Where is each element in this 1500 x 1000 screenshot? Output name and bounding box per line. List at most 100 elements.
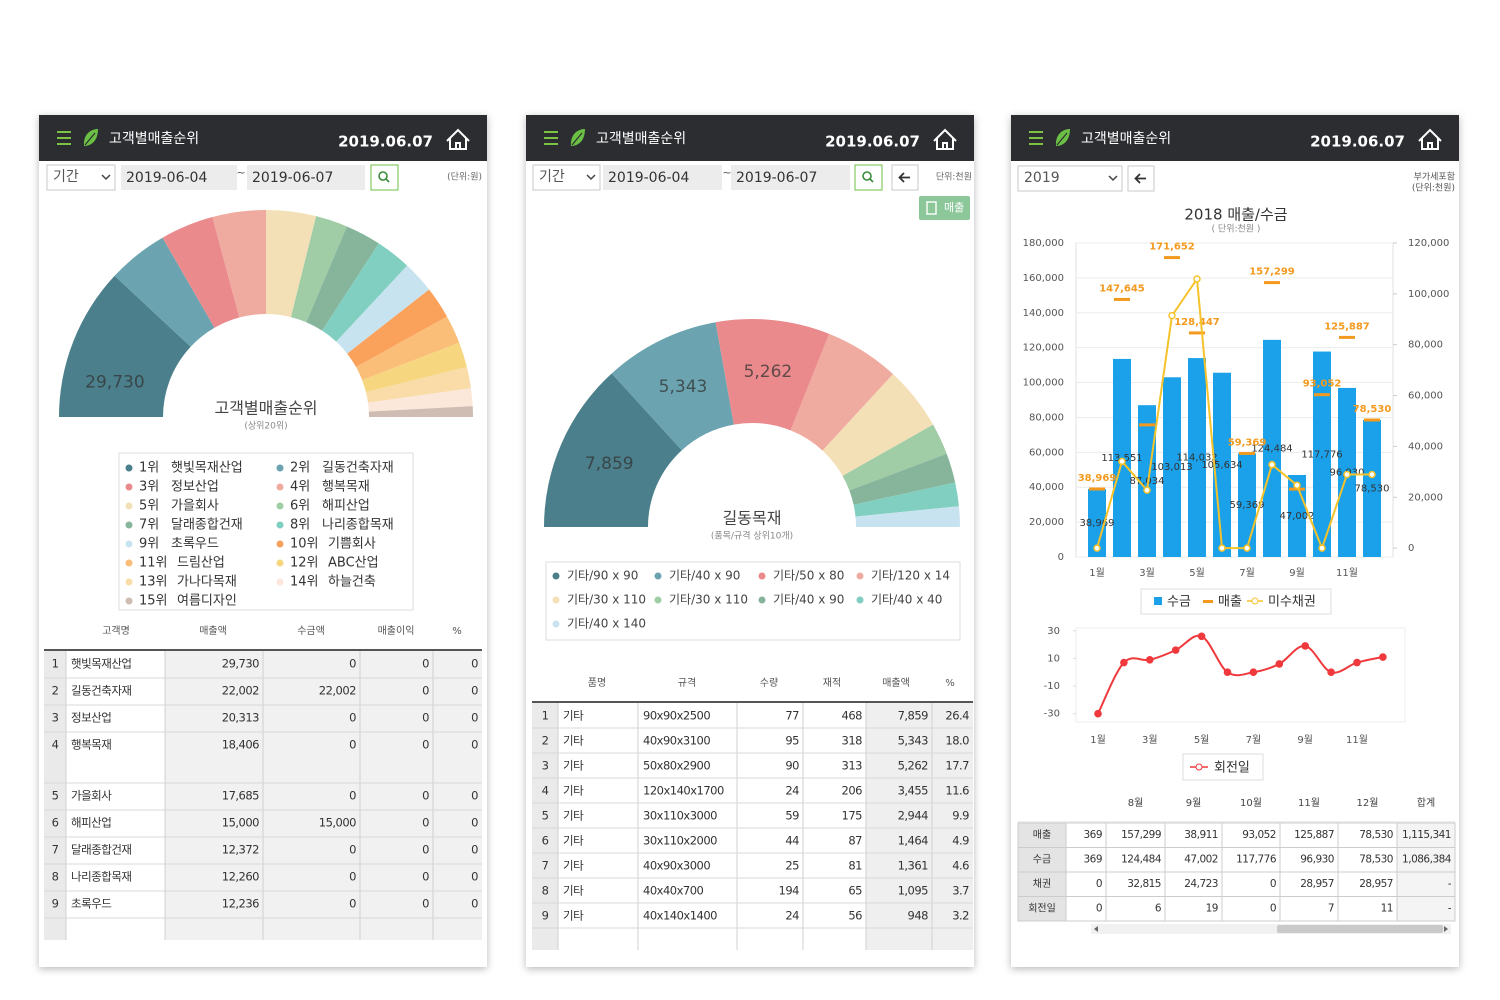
table-cell-frame bbox=[1221, 896, 1281, 922]
column-header: % bbox=[452, 626, 462, 637]
sales-button[interactable]: 매출 bbox=[919, 196, 970, 220]
home-button[interactable] bbox=[933, 128, 957, 150]
receivable-marker bbox=[1243, 544, 1251, 552]
input-value: 2019-06-04 bbox=[126, 170, 207, 186]
menu-button[interactable] bbox=[544, 131, 558, 145]
column-header: 규격 bbox=[678, 676, 696, 689]
table-cell: 17.7 bbox=[945, 759, 969, 773]
horizontal-scrollbar[interactable] bbox=[1091, 924, 1451, 934]
input-value: 2019-06-07 bbox=[736, 170, 817, 186]
select-box[interactable]: 기간 bbox=[46, 164, 116, 191]
select-box[interactable]: 2019 bbox=[1017, 165, 1123, 192]
legend-name: 기타/40 x 140 bbox=[567, 617, 646, 631]
home-icon bbox=[933, 128, 957, 150]
table-cell: 기타 bbox=[563, 709, 584, 723]
back-button[interactable] bbox=[891, 164, 919, 191]
table-cell: 0 bbox=[471, 870, 478, 884]
date-input[interactable]: 2019-06-07 bbox=[247, 165, 365, 190]
phone-screen: 고객별매출순위 2019.06.07 2019 부가세포함(단위:천원) 2018 매출… bbox=[1011, 115, 1459, 967]
legend-rank: 13위 bbox=[139, 575, 168, 590]
receivable-marker bbox=[1118, 457, 1126, 466]
table-cell-frame bbox=[1065, 896, 1107, 922]
legend-name: 기타/30 x 110 bbox=[567, 593, 646, 607]
select-caret bbox=[101, 174, 111, 181]
unit-label: 부가세포함 bbox=[1414, 172, 1455, 183]
table-cell: 12,236 bbox=[222, 897, 259, 911]
receivable-marker bbox=[1293, 481, 1301, 489]
bar-label: 38,969 bbox=[1080, 518, 1115, 529]
row-label-cell bbox=[1017, 847, 1067, 873]
plot-frame bbox=[1075, 627, 1406, 723]
sales-marker bbox=[1314, 393, 1330, 397]
table-cell-frame bbox=[1396, 822, 1456, 848]
donut-slice bbox=[59, 275, 191, 417]
slice-label: 29,730 bbox=[85, 372, 144, 392]
y-tick-label: 120,000 bbox=[1023, 343, 1064, 354]
table-cell: 0 bbox=[1096, 903, 1102, 915]
table-cell: 0 bbox=[349, 897, 356, 911]
date-input[interactable]: 2019-06-07 bbox=[731, 165, 850, 190]
table-cell: 길동건축자재 bbox=[71, 684, 131, 698]
slice-label: 5,262 bbox=[744, 362, 793, 382]
legend-rank: 2위 bbox=[290, 461, 310, 476]
legend-rank: 10위 bbox=[290, 537, 319, 552]
table-cell: 25 bbox=[785, 859, 799, 873]
y2-tick-label: 80,000 bbox=[1408, 340, 1443, 351]
date-input[interactable]: 2019-06-04 bbox=[121, 165, 237, 190]
table-cell: 18.0 bbox=[945, 734, 969, 748]
legend-rank: 1위 bbox=[139, 461, 159, 476]
table-cell-frame bbox=[1065, 847, 1107, 873]
sales-button-icon bbox=[926, 201, 937, 215]
search-button[interactable] bbox=[854, 164, 883, 191]
legend-dot bbox=[856, 572, 864, 580]
legend-box bbox=[118, 452, 414, 611]
bar bbox=[1263, 339, 1281, 557]
legend-name: 해피산업 bbox=[322, 499, 370, 514]
table-cell-frame bbox=[1279, 822, 1339, 848]
header-bar bbox=[526, 115, 974, 161]
home-button[interactable] bbox=[1418, 128, 1442, 150]
turnover-marker bbox=[1094, 709, 1102, 718]
donut-title: 길동목재 bbox=[723, 509, 782, 528]
table-cell: 90x90x2500 bbox=[643, 709, 710, 723]
bar-label: 103,013 bbox=[1151, 462, 1192, 473]
menu-button[interactable] bbox=[1029, 131, 1043, 145]
back-icon bbox=[1134, 173, 1146, 184]
donut-slice bbox=[347, 289, 448, 368]
bar-label: 117,776 bbox=[1301, 449, 1342, 460]
table-cell: 0 bbox=[349, 738, 356, 752]
table-cell: 0 bbox=[422, 897, 429, 911]
table-cell-frame bbox=[1337, 847, 1398, 873]
slice-label: 7,859 bbox=[585, 454, 634, 474]
table-cell: 20,313 bbox=[222, 711, 259, 725]
legend-rank: 5위 bbox=[139, 499, 159, 514]
table-cell: 0 bbox=[349, 870, 356, 884]
menu-button[interactable] bbox=[57, 131, 71, 145]
legend-rank: 9위 bbox=[139, 537, 159, 552]
table-cell: 기타 bbox=[563, 809, 584, 823]
table-cell: 0 bbox=[471, 789, 478, 803]
date-input[interactable]: 2019-06-04 bbox=[603, 165, 722, 190]
sales-marker bbox=[1289, 487, 1305, 491]
table-cell: 15,000 bbox=[319, 816, 356, 830]
turnover-marker bbox=[1327, 668, 1335, 677]
header-date: 2019.06.07 bbox=[1310, 133, 1405, 151]
table-cell: 4.6 bbox=[952, 859, 969, 873]
legend-name: 기타/40 x 90 bbox=[669, 569, 740, 583]
home-button[interactable] bbox=[446, 128, 470, 150]
legend-label: 회전일 bbox=[1214, 761, 1250, 776]
table-cell: 29,730 bbox=[222, 657, 259, 671]
table-cell: - bbox=[1448, 878, 1452, 890]
sales-marker bbox=[1364, 418, 1380, 422]
legend-label: 매출 bbox=[1218, 595, 1242, 610]
search-button[interactable] bbox=[370, 164, 399, 191]
table-cell-frame bbox=[1065, 871, 1107, 897]
table-cell: 78,530 bbox=[1359, 829, 1393, 841]
table-cell: 0 bbox=[471, 657, 478, 671]
select-box[interactable]: 기간 bbox=[532, 164, 601, 191]
back-button[interactable] bbox=[1127, 165, 1155, 192]
legend-dot bbox=[276, 502, 284, 510]
bar bbox=[1163, 377, 1181, 557]
table-cell: 0 bbox=[422, 870, 429, 884]
